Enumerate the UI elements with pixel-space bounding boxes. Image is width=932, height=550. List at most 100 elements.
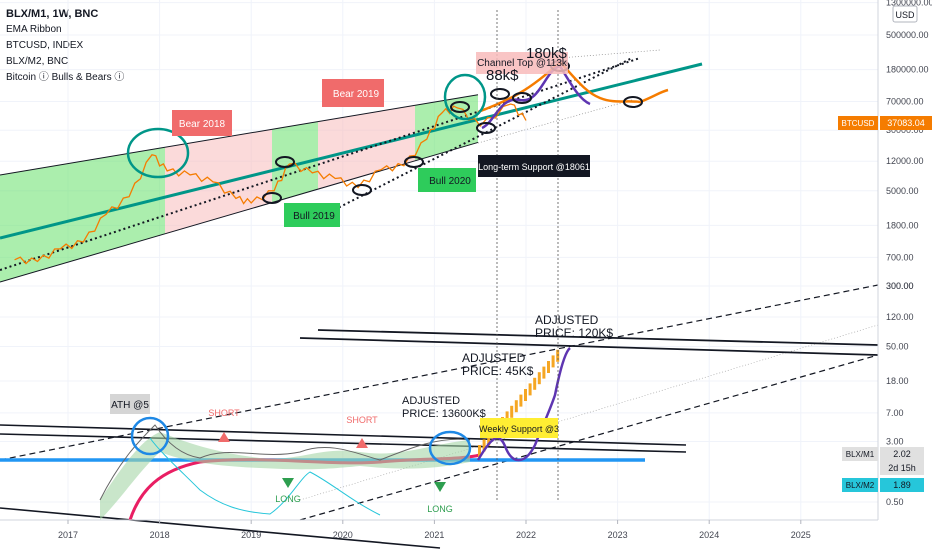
long-label-1: LONG	[275, 494, 301, 504]
adjusted-price-13600k: ADJUSTED PRICE: 13600K$	[402, 395, 486, 420]
projection-bar	[519, 394, 523, 407]
ath-text: ATH @5	[111, 400, 149, 411]
time-tick-label: 2017	[58, 530, 78, 540]
blx-m1-line	[99, 424, 471, 501]
bull-2020-text: Bull 2020	[429, 176, 471, 187]
channel-bottom-line	[0, 141, 479, 283]
bear-2019-text: Bear 2019	[333, 89, 380, 100]
projection-bar	[478, 445, 481, 457]
projection-bar	[482, 439, 486, 452]
blx-m2-price-badge: BLX/M2 1.89	[842, 478, 924, 492]
short-triangle-1	[218, 432, 230, 442]
projection-bar	[533, 377, 537, 390]
highlight-circle-2021	[443, 73, 487, 121]
zone-0	[0, 147, 165, 282]
mark-oval	[404, 156, 424, 168]
note-weekly-support: Weekly Support @3	[479, 418, 559, 438]
projection-bar	[551, 355, 555, 368]
label-bull-2020: Bull 2020	[418, 168, 476, 192]
projection-bar	[487, 433, 491, 446]
time-tick-label: 2025	[791, 530, 811, 540]
long-triangle-2	[434, 482, 446, 492]
lower-dashed-bottom	[299, 354, 878, 521]
short-label-2: SHORT	[346, 415, 378, 425]
channel-top-text: Channel Top @113k	[477, 58, 568, 69]
btc-badge-value: 37083.04	[887, 118, 925, 128]
long-label-2: LONG	[427, 504, 453, 514]
long-triangle-1	[282, 478, 294, 488]
upper-tick-label: 300.00	[886, 281, 914, 291]
weekly-support-text: Weekly Support @3	[479, 424, 559, 434]
projection-bar	[524, 389, 527, 401]
projection-bar	[505, 411, 509, 424]
lower-tick-label: 18.00	[886, 376, 909, 386]
label-bull-2019: Bull 2019	[284, 203, 340, 227]
note-channel-top: Channel Top @113k	[476, 52, 568, 74]
lower-solid-1	[0, 424, 687, 446]
mark-oval	[490, 88, 510, 100]
bull-bear-zones	[0, 94, 478, 282]
legend-item-btcusd[interactable]: BTCUSD, INDEX	[6, 40, 84, 51]
legend-item-ema-ribbon[interactable]: EMA Ribbon	[6, 24, 62, 35]
legend-item-blx-m1[interactable]: BLX/M1, 1W, BNC	[6, 8, 99, 20]
bull-2019-text: Bull 2019	[293, 211, 335, 222]
highlight-circle-2021-lower	[428, 430, 472, 466]
time-tick-label: 2020	[333, 530, 353, 540]
upper-tick-label: 700.00	[886, 252, 914, 262]
lower-tick-label: 0.50	[886, 497, 904, 507]
lower-tick-label: 7.00	[886, 408, 904, 418]
short-triangle-2	[356, 438, 368, 448]
upper-tick-label: 1300000.00	[886, 0, 932, 8]
channel-top-line	[0, 94, 479, 176]
time-axis[interactable]: 2017 2018 2019 2020 2021 2022 2023 2024 2025	[58, 520, 811, 540]
mark-oval	[623, 96, 643, 108]
grid-lines	[0, 0, 878, 520]
time-tick-label: 2019	[241, 530, 261, 540]
note-180k: 180k$	[526, 45, 568, 62]
highlight-circle-ath	[130, 416, 170, 456]
btc-badge-name: BTCUSD	[842, 119, 875, 128]
upper-price-axis[interactable]: 1300000.00 500000.00 180000.00 70000.00 3000…	[886, 0, 932, 291]
mark-oval	[476, 122, 496, 134]
zone-2	[272, 121, 318, 203]
long-term-support-text: Long-term Support @18061	[478, 162, 590, 172]
label-bear-2018: Bear 2018	[172, 110, 232, 136]
mark-oval	[352, 184, 372, 196]
projection-bar	[510, 405, 514, 418]
bear-2018-text: Bear 2018	[179, 119, 226, 130]
time-tick-label: 2022	[516, 530, 536, 540]
highlight-circle-2018	[126, 127, 190, 179]
upper-tick-label: 1800.00	[886, 220, 919, 230]
chart-legend: BLX/M1, 1W, BNC EMA Ribbon BTCUSD, INDEX…	[6, 6, 124, 86]
zone-1	[165, 129, 272, 234]
upper-tick-label: 30000.00	[886, 125, 924, 135]
dotted-trend-2	[329, 57, 633, 213]
adjusted-price-120k: ADJUSTED PRICE: 120K$	[535, 313, 613, 340]
projection-bar	[528, 383, 532, 396]
lower-solid-2	[0, 433, 687, 453]
blx-m1-badge-countdown: 2d 15h	[888, 463, 916, 473]
blx-m2-badge-name: BLX/M2	[846, 481, 875, 490]
note-long-term-support: Long-term Support @18061	[478, 155, 590, 177]
btc-price-badge: BTCUSD 37083.04	[838, 116, 932, 130]
btcusd-series	[14, 60, 669, 265]
dotted-trend-1	[0, 57, 641, 271]
blx-m1-badge-name: BLX/M1	[846, 450, 875, 459]
projection-bar	[547, 361, 550, 373]
legend-item-blx-m2[interactable]: BLX/M2, BNC	[6, 56, 69, 67]
lower-price-axis[interactable]: 300.00 120.00 50.00 18.00 7.00 3.00 0.50	[886, 281, 914, 507]
currency-badge-box[interactable]	[892, 5, 918, 23]
adjusted-price-45k: ADJUSTED PRICE: 45K$	[462, 351, 534, 378]
lower-solid-4	[299, 337, 878, 356]
upper-tick-label: 70000.00	[886, 97, 924, 107]
blx-m1-badge-value: 2.02	[893, 449, 911, 459]
legend-item-bulls-bears[interactable]: Bitcoin ⓘ Bulls & Bears ⓘ	[6, 72, 125, 83]
projection-bar	[514, 400, 518, 413]
lower-forecast	[476, 347, 571, 462]
currency-badge[interactable]: USD	[895, 10, 915, 20]
upper-tick-label: 5000.00	[886, 186, 919, 196]
time-tick-label: 2024	[699, 530, 719, 540]
short-label-1: SHORT	[208, 408, 240, 418]
time-tick-label: 2023	[608, 530, 628, 540]
